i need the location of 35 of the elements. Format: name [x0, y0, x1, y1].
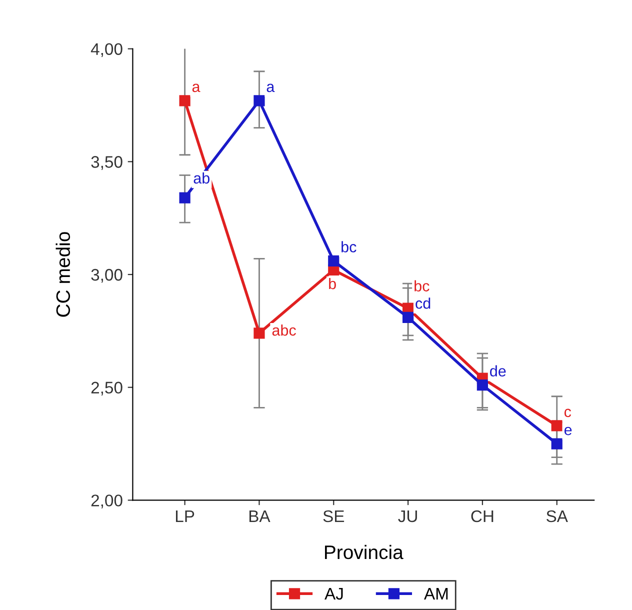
y-tick-label: 4,00: [90, 43, 122, 57]
point: [254, 95, 265, 106]
data-label: e: [564, 426, 572, 436]
x-tick-label: SE: [323, 510, 344, 522]
y-tick-label: 2,00: [91, 494, 122, 508]
y-tick-label: 3,50: [91, 156, 122, 170]
point: [476, 380, 488, 391]
x-tick-label: LP: [176, 510, 194, 522]
legend-label: AJ: [324, 588, 343, 600]
data-label: bc: [414, 280, 430, 292]
data-label: ab: [194, 172, 210, 184]
point: [179, 95, 190, 106]
data-label: abc: [272, 324, 296, 336]
point: [179, 192, 190, 204]
x-axis-title: Provincia: [325, 544, 404, 560]
point: [551, 438, 562, 450]
data-label: bc: [342, 241, 356, 252]
x-tick-label: BA: [249, 510, 270, 522]
data-label: b: [329, 278, 336, 290]
data-label: a: [266, 84, 275, 92]
data-label: c: [564, 408, 572, 418]
legend-label: AM: [424, 588, 448, 600]
x-tick-label: CH: [471, 510, 494, 522]
y-tick-label: 2,50: [91, 382, 122, 396]
point: [551, 420, 562, 432]
y-axis-title: CC medio: [56, 232, 70, 317]
x-tick-label: JU: [398, 510, 417, 522]
point: [328, 255, 340, 267]
data-label: de: [490, 365, 506, 377]
data-label: cd: [416, 298, 430, 309]
x-tick-label: SA: [546, 510, 568, 522]
point: [402, 312, 414, 323]
y-tick-label: 3,00: [91, 268, 122, 283]
data-label: a: [192, 84, 200, 92]
point: [254, 328, 265, 339]
